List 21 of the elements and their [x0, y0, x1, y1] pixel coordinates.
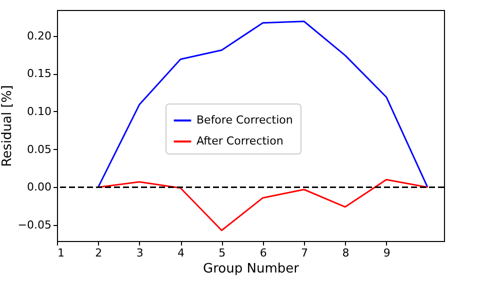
x-tick-label: 6: [260, 246, 267, 260]
x-tick-label: 4: [178, 246, 185, 260]
y-axis-title: Residual [%]: [0, 85, 15, 167]
y-tick-label: 0.10: [27, 104, 52, 118]
x-tick-label: 5: [218, 246, 226, 260]
x-tick-label: 9: [383, 246, 390, 260]
line-series: [97, 178, 428, 232]
y-tick-label: 0.00: [27, 180, 52, 194]
y-tick-label: −0.05: [18, 218, 52, 232]
y-tick-label: 0.05: [27, 142, 52, 156]
y-tick-label: 0.15: [27, 67, 52, 80]
x-tick-label: 7: [301, 246, 308, 260]
x-tick-label: 1: [58, 246, 64, 260]
x-axis-title: Group Number: [203, 262, 300, 276]
x-tick-label: 3: [136, 246, 144, 260]
y-tick-label: 0.20: [27, 29, 52, 42]
legend-label: Before Correction: [196, 114, 293, 126]
legend-label: After Correction: [196, 134, 284, 148]
x-tick-label: 8: [342, 246, 350, 260]
x-tick-label: 2: [95, 246, 102, 260]
line-series: [97, 20, 428, 188]
